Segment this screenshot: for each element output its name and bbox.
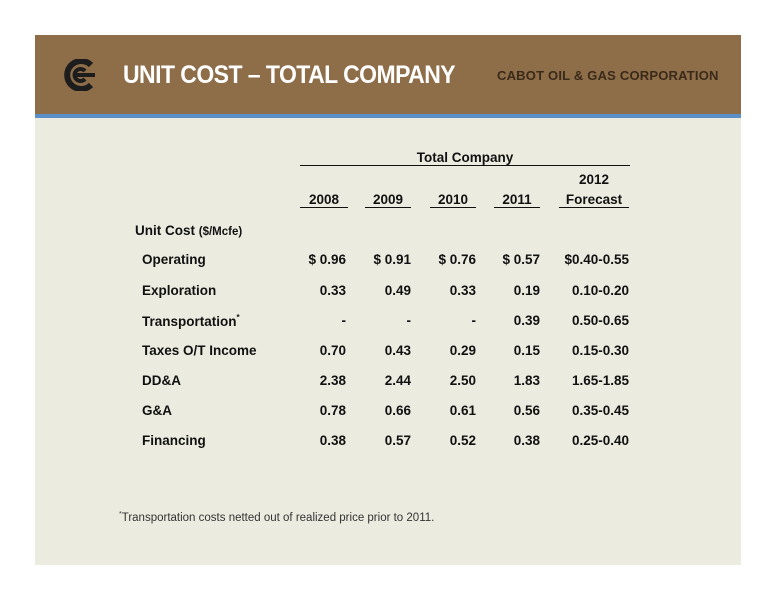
row-label-operating: Operating: [142, 252, 206, 267]
row-label-taxes: Taxes O/T Income: [142, 343, 257, 358]
group-header: Total Company: [416, 150, 514, 165]
footnote-text: Transportation costs netted out of reali…: [121, 512, 435, 524]
column-rule-2011: [494, 207, 540, 208]
table-cell: 0.61: [449, 403, 476, 418]
table-cell: 2.50: [449, 373, 476, 388]
title-bar: UNIT COST – TOTAL COMPANY CABOT OIL & GA…: [35, 35, 741, 114]
table-cell: 2.44: [384, 373, 411, 388]
table-cell: 0.43: [384, 343, 411, 358]
column-rule-forecast: [559, 207, 629, 208]
table-cell: 0.38: [513, 433, 540, 448]
table-cell: 0.29: [449, 343, 476, 358]
table-cell: -: [341, 313, 347, 328]
table-cell: 1.83: [513, 373, 540, 388]
column-header-2009: 2009: [372, 192, 404, 207]
company-name: CABOT OIL & GAS CORPORATION: [497, 68, 719, 83]
group-header-rule: [300, 165, 630, 166]
table-cell: 0.56: [513, 403, 540, 418]
row-label-financing: Financing: [142, 433, 206, 448]
row-label-ga: G&A: [142, 403, 172, 418]
table-cell: 0.15-0.30: [571, 343, 629, 358]
table-cell: -: [471, 313, 477, 328]
table-cell: $ 0.76: [438, 252, 476, 267]
table-cell: 0.10-0.20: [571, 283, 629, 298]
footnote: *Transportation costs netted out of real…: [119, 511, 434, 524]
table-cell: 0.19: [513, 283, 540, 298]
table-cell: 1.65-1.85: [571, 373, 629, 388]
table-cell: $ 0.91: [373, 252, 411, 267]
table-cell: $ 0.57: [502, 252, 540, 267]
table-cell: $0.40-0.55: [564, 252, 629, 267]
column-header-2012: 2012: [578, 172, 610, 187]
table-cell: 0.33: [449, 283, 476, 298]
row-label-transportation: Transportation*: [142, 313, 240, 329]
table-cell: 0.15: [513, 343, 540, 358]
table-cell: 0.70: [319, 343, 346, 358]
column-rule-2008: [300, 207, 348, 208]
column-header-2010: 2010: [437, 192, 469, 207]
footnote-marker: *: [236, 313, 240, 322]
row-label-dda: DD&A: [142, 373, 181, 388]
row-label-exploration: Exploration: [142, 283, 217, 298]
table-cell: -: [406, 313, 412, 328]
row-label-text: Transportation: [142, 314, 237, 329]
table-cell: 0.38: [319, 433, 346, 448]
section-label-text: Unit Cost: [135, 223, 195, 238]
table-cell: 0.25-0.40: [571, 433, 629, 448]
header-divider: [35, 114, 741, 118]
footnote-marker: *: [119, 511, 122, 518]
column-rule-2009: [365, 207, 411, 208]
table-cell: 0.50-0.65: [571, 313, 629, 328]
table-cell: 0.52: [449, 433, 476, 448]
column-header-forecast: Forecast: [565, 192, 623, 207]
table-cell: 0.49: [384, 283, 411, 298]
table-cell: 0.35-0.45: [571, 403, 629, 418]
column-header-2011: 2011: [502, 192, 532, 207]
slide: UNIT COST – TOTAL COMPANY CABOT OIL & GA…: [35, 35, 741, 565]
section-unit: ($/Mcfe): [198, 226, 243, 238]
table-cell: 0.78: [319, 403, 346, 418]
column-rule-2010: [430, 207, 476, 208]
section-label: Unit Cost ($/Mcfe): [135, 223, 242, 238]
table-cell: 0.33: [319, 283, 346, 298]
column-header-2008: 2008: [308, 192, 340, 207]
table-cell: 2.38: [319, 373, 346, 388]
cabot-c-logo-icon: [64, 59, 95, 91]
table-cell: $ 0.96: [308, 252, 346, 267]
table-cell: 0.66: [384, 403, 411, 418]
table-cell: 0.39: [513, 313, 540, 328]
page-title: UNIT COST – TOTAL COMPANY: [123, 61, 456, 89]
table-cell: 0.57: [384, 433, 411, 448]
